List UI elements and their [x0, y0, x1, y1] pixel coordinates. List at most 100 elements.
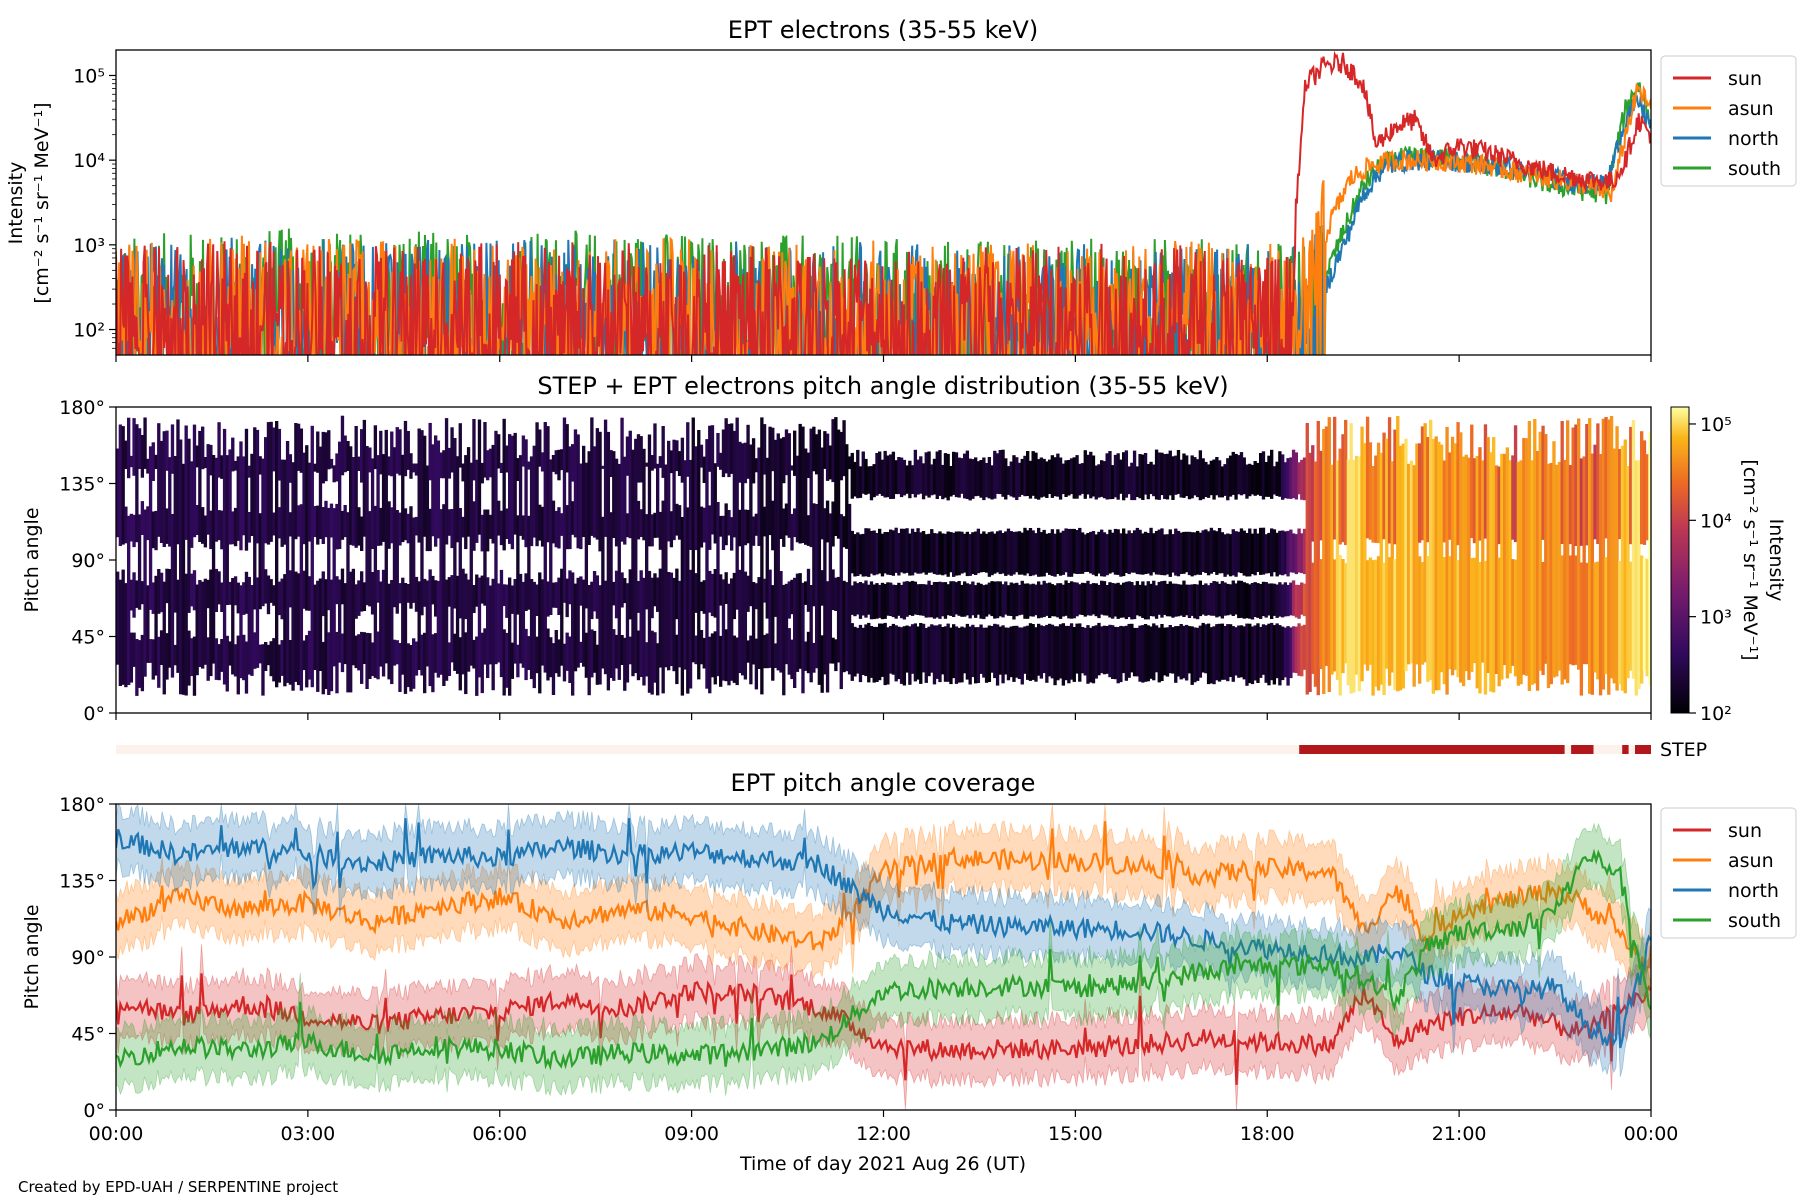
heatmap-cell: [976, 627, 981, 683]
heatmap-cell: [891, 623, 896, 675]
colorbar-label: Intensity [cm⁻² s⁻¹ sr⁻¹ MeV⁻¹]: [1739, 459, 1787, 660]
heatmap-cell: [264, 569, 268, 604]
heatmap-cell: [875, 626, 879, 682]
heatmap-cell: [1256, 623, 1260, 683]
heatmap-cell: [1141, 533, 1145, 575]
heatmap-cell: [850, 452, 854, 499]
heatmap-cell: [603, 580, 608, 675]
heatmap-cell: [582, 579, 586, 667]
heatmap-cell: [302, 452, 306, 545]
heatmap-cell: [406, 431, 410, 470]
heatmap-cell: [650, 514, 654, 547]
coverage-line-asun: [116, 821, 1651, 975]
heatmap-cell: [1017, 462, 1022, 497]
heatmap-cell: [497, 434, 501, 469]
heatmap-cell: [592, 630, 597, 673]
heatmap-cell: [869, 626, 874, 678]
heatmap-cell: [741, 443, 745, 676]
heatmap-cell: [883, 583, 887, 619]
legend-label-sun: sun: [1728, 68, 1762, 90]
heatmap-cell: [1412, 465, 1416, 687]
heatmap-cell: [1264, 625, 1268, 683]
heatmap-cell: [842, 580, 846, 673]
heatmap-cell: [1028, 460, 1033, 499]
heatmap-cell: [299, 504, 304, 691]
heatmap-cell: [664, 464, 668, 668]
heatmap-cell: [839, 514, 843, 690]
heatmap-cell: [198, 430, 202, 542]
heatmap-cell: [425, 580, 430, 667]
heatmap-cell: [1028, 528, 1033, 577]
heatmap-cell: [151, 511, 155, 549]
heatmap-cell: [960, 531, 964, 574]
heatmap-cell: [307, 630, 312, 680]
heatmap-cell: [869, 581, 874, 620]
heatmap-cell: [398, 512, 402, 546]
heatmap-cell: [623, 578, 627, 604]
heatmap-cell: [1053, 533, 1057, 577]
heatmap-cell: [450, 427, 454, 473]
heatmap-cell: [264, 642, 268, 671]
heatmap-cell: [757, 577, 761, 669]
heatmap-cell: [379, 430, 383, 475]
heatmap-cell: [1037, 527, 1041, 577]
heatmap-cell: [562, 643, 567, 682]
heatmap-cell: [409, 453, 413, 479]
heatmap-cell: [1489, 452, 1493, 692]
heatmap-cell: [1100, 529, 1104, 577]
heatmap-cell: [428, 422, 432, 481]
heatmap-cell: [236, 635, 240, 695]
heatmap-cell: [1267, 455, 1271, 497]
heatmap-cell: [455, 456, 460, 543]
heatmap-cell: [1141, 454, 1145, 500]
heatmap-cell: [250, 453, 254, 536]
heatmap-cell: [565, 505, 569, 550]
heatmap-cell: [1042, 529, 1046, 577]
heatmap-cell: [1472, 458, 1477, 544]
heatmap-cell: [360, 429, 364, 483]
heatmap-cell: [856, 532, 860, 576]
heatmap-cell: [861, 583, 865, 616]
heatmap-cell: [1198, 580, 1203, 617]
heatmap-cell: [1127, 466, 1131, 495]
heatmap-cell: [1250, 583, 1255, 620]
heatmap-cell: [1009, 582, 1013, 616]
heatmap-cell: [625, 436, 630, 476]
heatmap-cell: [1004, 531, 1008, 576]
heatmap-cell: [176, 579, 180, 673]
heatmap-cell: [1102, 625, 1107, 675]
heatmap-cell: [658, 456, 663, 468]
heatmap-cell: [1272, 529, 1277, 573]
heatmap-cell: [995, 624, 1000, 686]
heatmap-cell: [952, 581, 956, 617]
heatmap-cell: [1478, 562, 1482, 694]
heatmap-cell: [1154, 449, 1159, 500]
heatmap-cell: [1278, 582, 1282, 617]
heatmap-cell: [217, 644, 221, 681]
heatmap-cell: [532, 581, 536, 689]
heatmap-cell: [1143, 531, 1148, 574]
heatmap-cell: [343, 583, 347, 665]
heatmap-cell: [790, 639, 794, 680]
heatmap-cell: [302, 640, 306, 671]
heatmap-cell: [1352, 459, 1356, 693]
panel1-ylabel: Intensity [cm⁻² s⁻¹ sr⁻¹ MeV⁻¹]: [5, 102, 53, 303]
heatmap-cell: [672, 439, 676, 541]
heatmap-cell: [979, 533, 983, 573]
heatmap-cell: [1513, 425, 1518, 543]
heatmap-cell: [952, 532, 956, 577]
heatmap-cell: [551, 643, 556, 695]
heatmap-cell: [935, 582, 939, 618]
heatmap-cell: [765, 457, 769, 619]
heatmap-cell: [135, 580, 139, 608]
heatmap-cell: [1028, 623, 1033, 681]
heatmap-cell: [1015, 531, 1019, 573]
heatmap-cell: [414, 463, 419, 476]
heatmap-cell: [516, 458, 520, 481]
heatmap-cell: [669, 572, 674, 666]
heatmap-cell: [508, 434, 512, 544]
panel1-xaxis-ticks: [115, 355, 1652, 362]
heatmap-cell: [1209, 460, 1214, 496]
heatmap-cell: [1113, 528, 1118, 575]
heatmap-cell: [417, 428, 421, 543]
